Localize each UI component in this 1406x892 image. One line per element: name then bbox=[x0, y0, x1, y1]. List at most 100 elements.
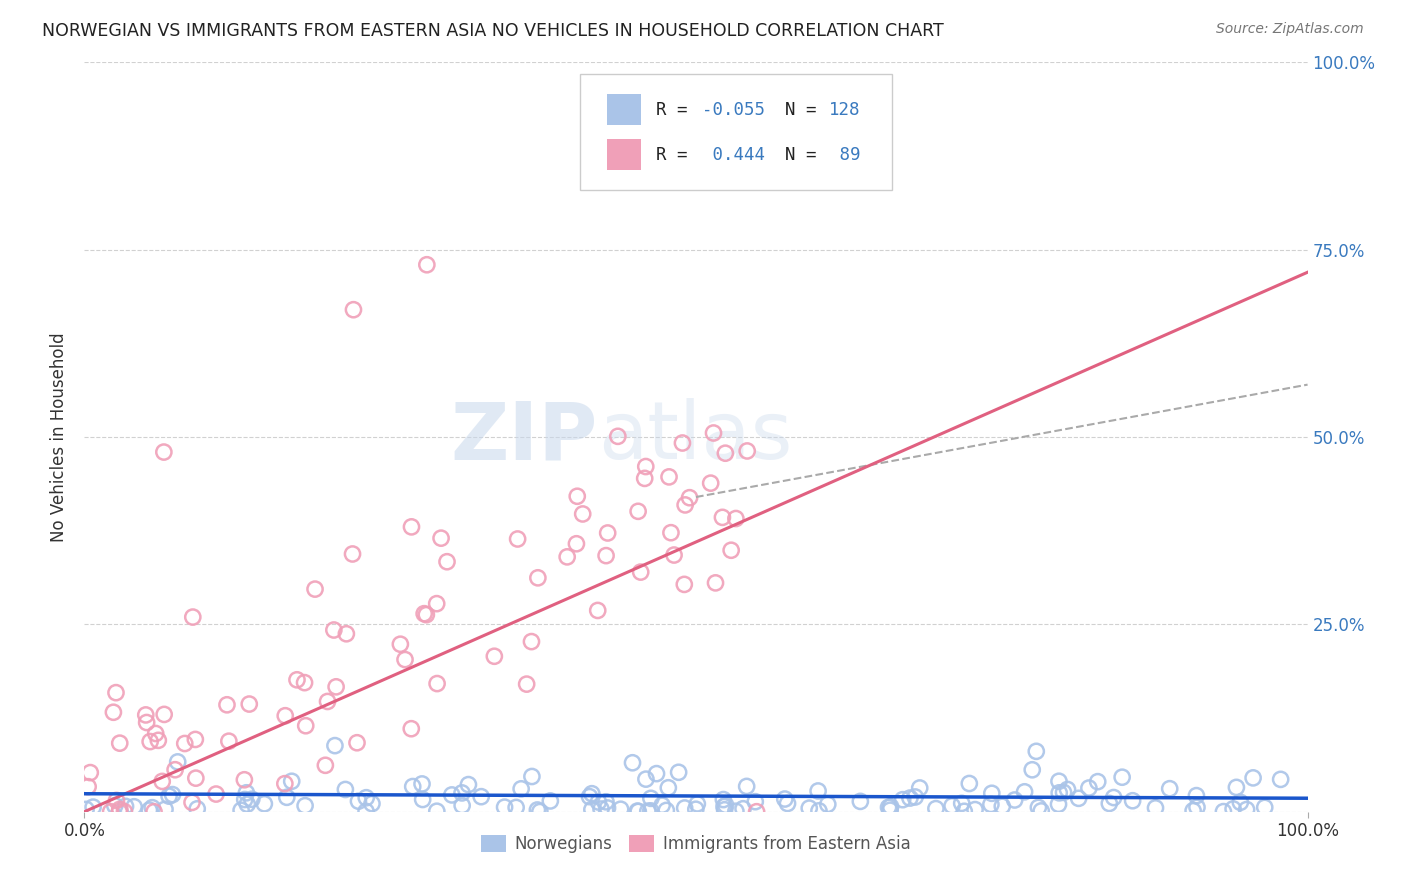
Point bbox=[1087, 774, 1109, 789]
Point bbox=[724, 511, 747, 525]
Point bbox=[555, 549, 578, 564]
Point bbox=[673, 498, 696, 512]
Point bbox=[323, 739, 346, 753]
Point bbox=[233, 772, 256, 787]
Point bbox=[440, 788, 463, 802]
Point bbox=[711, 792, 734, 806]
Point bbox=[1004, 793, 1026, 807]
Point bbox=[451, 786, 474, 800]
Point bbox=[510, 781, 533, 796]
Point bbox=[150, 774, 173, 789]
Point bbox=[578, 789, 600, 804]
Text: ZIP: ZIP bbox=[451, 398, 598, 476]
Point bbox=[173, 737, 195, 751]
Point bbox=[651, 798, 673, 813]
Point bbox=[606, 429, 628, 443]
Point bbox=[389, 637, 412, 651]
Point bbox=[1182, 804, 1205, 818]
Point bbox=[735, 780, 758, 794]
Point bbox=[335, 782, 357, 797]
Point bbox=[112, 805, 135, 819]
Point bbox=[1047, 797, 1070, 812]
Text: -0.055: -0.055 bbox=[702, 101, 765, 119]
Point bbox=[401, 520, 423, 534]
Point bbox=[941, 798, 963, 813]
Point bbox=[1236, 803, 1258, 817]
Point bbox=[77, 780, 100, 794]
Point bbox=[713, 803, 735, 817]
Point bbox=[276, 790, 298, 805]
Point bbox=[1028, 800, 1050, 814]
Point bbox=[1067, 791, 1090, 805]
Point bbox=[627, 504, 650, 518]
Point bbox=[609, 802, 631, 816]
Point bbox=[426, 804, 449, 818]
Point bbox=[108, 802, 131, 816]
Point bbox=[253, 797, 276, 811]
Point bbox=[157, 789, 180, 804]
Point bbox=[354, 790, 377, 805]
Point bbox=[236, 797, 259, 812]
Point bbox=[526, 803, 548, 817]
Point bbox=[567, 489, 589, 503]
Point bbox=[596, 801, 619, 815]
Point bbox=[711, 510, 734, 524]
Point bbox=[240, 792, 263, 806]
Point bbox=[659, 525, 682, 540]
Point bbox=[745, 805, 768, 819]
Point bbox=[294, 719, 316, 733]
Point bbox=[165, 763, 187, 777]
Point bbox=[817, 797, 839, 812]
Point bbox=[412, 792, 434, 806]
Point bbox=[430, 531, 453, 545]
Point bbox=[274, 708, 297, 723]
Point bbox=[879, 803, 901, 817]
Text: Source: ZipAtlas.com: Source: ZipAtlas.com bbox=[1216, 22, 1364, 37]
Point bbox=[143, 805, 166, 819]
Y-axis label: No Vehicles in Household: No Vehicles in Household bbox=[51, 332, 69, 542]
Point bbox=[1225, 780, 1247, 795]
Point bbox=[1098, 797, 1121, 811]
Point bbox=[581, 787, 603, 801]
Point bbox=[104, 686, 127, 700]
Point bbox=[662, 548, 685, 562]
Legend: Norwegians, Immigrants from Eastern Asia: Norwegians, Immigrants from Eastern Asia bbox=[475, 828, 917, 860]
Point bbox=[637, 804, 659, 818]
Point bbox=[1056, 782, 1078, 797]
Text: R =: R = bbox=[655, 145, 697, 163]
Point bbox=[1212, 805, 1234, 819]
Point bbox=[634, 772, 657, 786]
Point bbox=[908, 780, 931, 795]
Point bbox=[1047, 774, 1070, 789]
Point bbox=[744, 795, 766, 809]
Point bbox=[138, 803, 160, 817]
Point bbox=[135, 715, 157, 730]
Point bbox=[103, 705, 125, 719]
Point bbox=[529, 805, 551, 819]
Point bbox=[342, 302, 364, 317]
Point bbox=[218, 734, 240, 748]
Point bbox=[1021, 763, 1043, 777]
Point bbox=[1111, 770, 1133, 784]
Point bbox=[891, 793, 914, 807]
Point bbox=[361, 797, 384, 811]
Point bbox=[229, 803, 252, 817]
Point bbox=[724, 804, 747, 818]
Point bbox=[148, 733, 170, 747]
Point bbox=[145, 726, 167, 740]
Point bbox=[79, 765, 101, 780]
Point bbox=[233, 792, 256, 806]
Point bbox=[980, 786, 1002, 800]
Point bbox=[588, 795, 610, 809]
Point bbox=[630, 565, 652, 579]
Point bbox=[1185, 789, 1208, 803]
Point bbox=[595, 795, 617, 809]
Text: R =: R = bbox=[655, 101, 697, 119]
Point bbox=[595, 549, 617, 563]
Point bbox=[494, 800, 516, 814]
Point bbox=[413, 607, 436, 621]
Point bbox=[640, 804, 662, 818]
Point bbox=[108, 805, 131, 819]
Point bbox=[105, 793, 128, 807]
Point bbox=[1025, 744, 1047, 758]
